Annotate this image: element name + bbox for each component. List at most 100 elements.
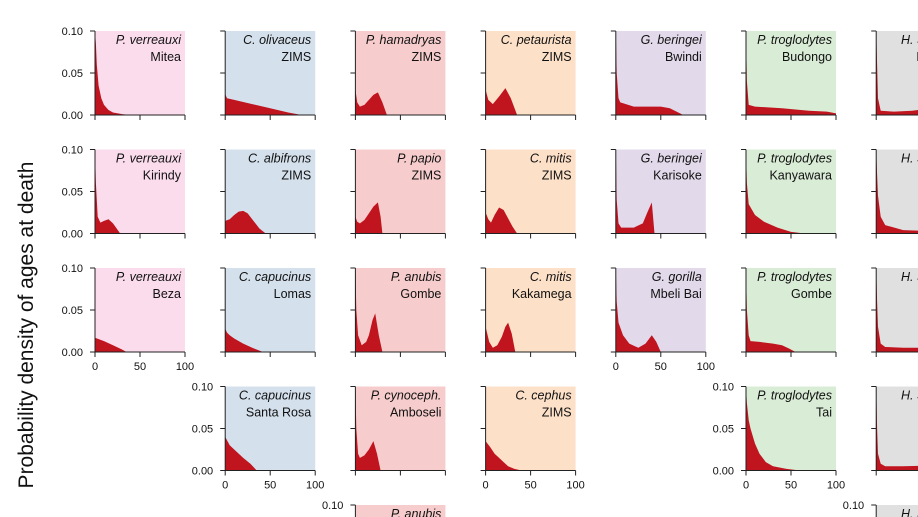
species-label: P. troglodytes [757, 33, 832, 47]
species-label: P. verreauxi [116, 270, 182, 284]
density-area [876, 268, 918, 352]
y-tick-label: 0.00 [62, 229, 83, 241]
site-label: Mbeli Bai [650, 287, 701, 301]
y-tick-label: 0.05 [62, 305, 83, 317]
panel-background [876, 386, 918, 471]
y-tick-label: 0.10 [843, 500, 864, 512]
x-tick-label: 0 [613, 361, 619, 373]
density-area [95, 149, 121, 234]
density-area [746, 149, 805, 234]
species-label: C. capucinus [239, 270, 311, 284]
x-tick-label: 0 [92, 361, 98, 373]
y-tick-label: 0.10 [62, 26, 83, 38]
panel-background [95, 268, 185, 352]
y-tick-label: 0.00 [192, 466, 213, 478]
y-tick-label: 0.10 [192, 382, 213, 394]
site-label: Lomas [274, 287, 312, 301]
y-tick-label: 0.00 [62, 110, 83, 122]
panel-background [876, 268, 918, 352]
site-label: Amboseli [390, 406, 441, 420]
density-area [355, 89, 387, 115]
site-label: Gombe [791, 287, 832, 301]
species-label: P. cynoceph. [371, 389, 442, 403]
species-label: H. Sapiens [901, 270, 918, 284]
x-tick-label: 50 [524, 480, 536, 492]
panel-background [95, 31, 185, 115]
panel-background [876, 505, 918, 517]
density-area [485, 88, 518, 115]
species-label: C. mitis [530, 152, 572, 166]
site-label: Beza [153, 287, 182, 301]
site-label: Gombe [400, 287, 441, 301]
panel-background [876, 149, 918, 234]
species-label: P. troglodytes [757, 270, 832, 284]
y-tick-label: 0.00 [713, 466, 734, 478]
site-label: Kanyawara [769, 169, 832, 183]
y-tick-label: 0.10 [713, 382, 734, 394]
x-tick-label: 100 [306, 480, 324, 492]
x-tick-label: 50 [785, 480, 797, 492]
density-area [225, 328, 263, 352]
density-area [746, 31, 836, 115]
site-label: ZIMS [281, 50, 311, 64]
species-label: C. capucinus [239, 389, 311, 403]
density-area [355, 386, 381, 471]
site-label: ZIMS [542, 406, 572, 420]
panel-background [95, 149, 185, 234]
y-axis-label: Probability density of ages at death [15, 162, 38, 489]
species-label: P. anubis [391, 507, 442, 517]
y-tick-label: 0.05 [62, 187, 83, 199]
species-label: G. beringei [641, 33, 703, 47]
panel-background [485, 386, 576, 471]
density-area [746, 386, 800, 471]
species-label: G. beringei [641, 152, 703, 166]
site-label: England [916, 50, 918, 64]
density-area [615, 31, 684, 115]
site-label: Kakamega [512, 287, 572, 301]
y-tick-label: 0.05 [62, 68, 83, 80]
panel-background [615, 31, 706, 115]
panel-background [225, 31, 316, 115]
panel-background [615, 149, 706, 234]
species-label: C. albifrons [248, 152, 311, 166]
x-tick-label: 100 [697, 361, 715, 373]
y-tick-label: 0.00 [62, 347, 83, 359]
density-area [225, 436, 257, 471]
species-label: H. Sapiens [901, 389, 918, 403]
density-area [746, 268, 796, 352]
species-label: P. anubis [391, 270, 442, 284]
species-label: P. papio [397, 152, 441, 166]
species-label: H. Sapiens [901, 33, 918, 47]
species-label: G. gorilla [652, 270, 702, 284]
y-tick-label: 0.10 [322, 500, 343, 512]
site-label: Bwindi [665, 50, 702, 64]
site-label: Kirindy [143, 169, 182, 183]
y-tick-label: 0.10 [62, 263, 83, 275]
panel-background [746, 31, 836, 115]
x-tick-label: 100 [566, 480, 584, 492]
species-label: P. verreauxi [116, 33, 182, 47]
panel-background [615, 268, 706, 352]
site-label: ZIMS [281, 169, 311, 183]
site-label: Karisoke [653, 169, 702, 183]
y-tick-label: 0.05 [192, 424, 213, 436]
density-area [876, 149, 918, 234]
species-label: P. troglodytes [757, 152, 832, 166]
y-tick-label: 0.10 [62, 145, 83, 157]
species-label: P. troglodytes [757, 389, 832, 403]
site-label: ZIMS [542, 169, 572, 183]
density-area [95, 337, 127, 352]
x-tick-label: 0 [743, 480, 749, 492]
density-area [355, 202, 383, 234]
density-area [615, 268, 661, 352]
x-tick-label: 100 [176, 361, 194, 373]
panel-background [746, 149, 836, 234]
site-label: ZIMS [412, 50, 442, 64]
species-label: P. hamadryas [366, 33, 442, 47]
density-area [225, 94, 302, 115]
species-label: C. olivaceus [243, 33, 311, 47]
panel-background [876, 31, 918, 115]
x-tick-label: 50 [134, 361, 146, 373]
y-tick-label: 0.05 [713, 424, 734, 436]
site-label: Santa Rosa [246, 406, 311, 420]
